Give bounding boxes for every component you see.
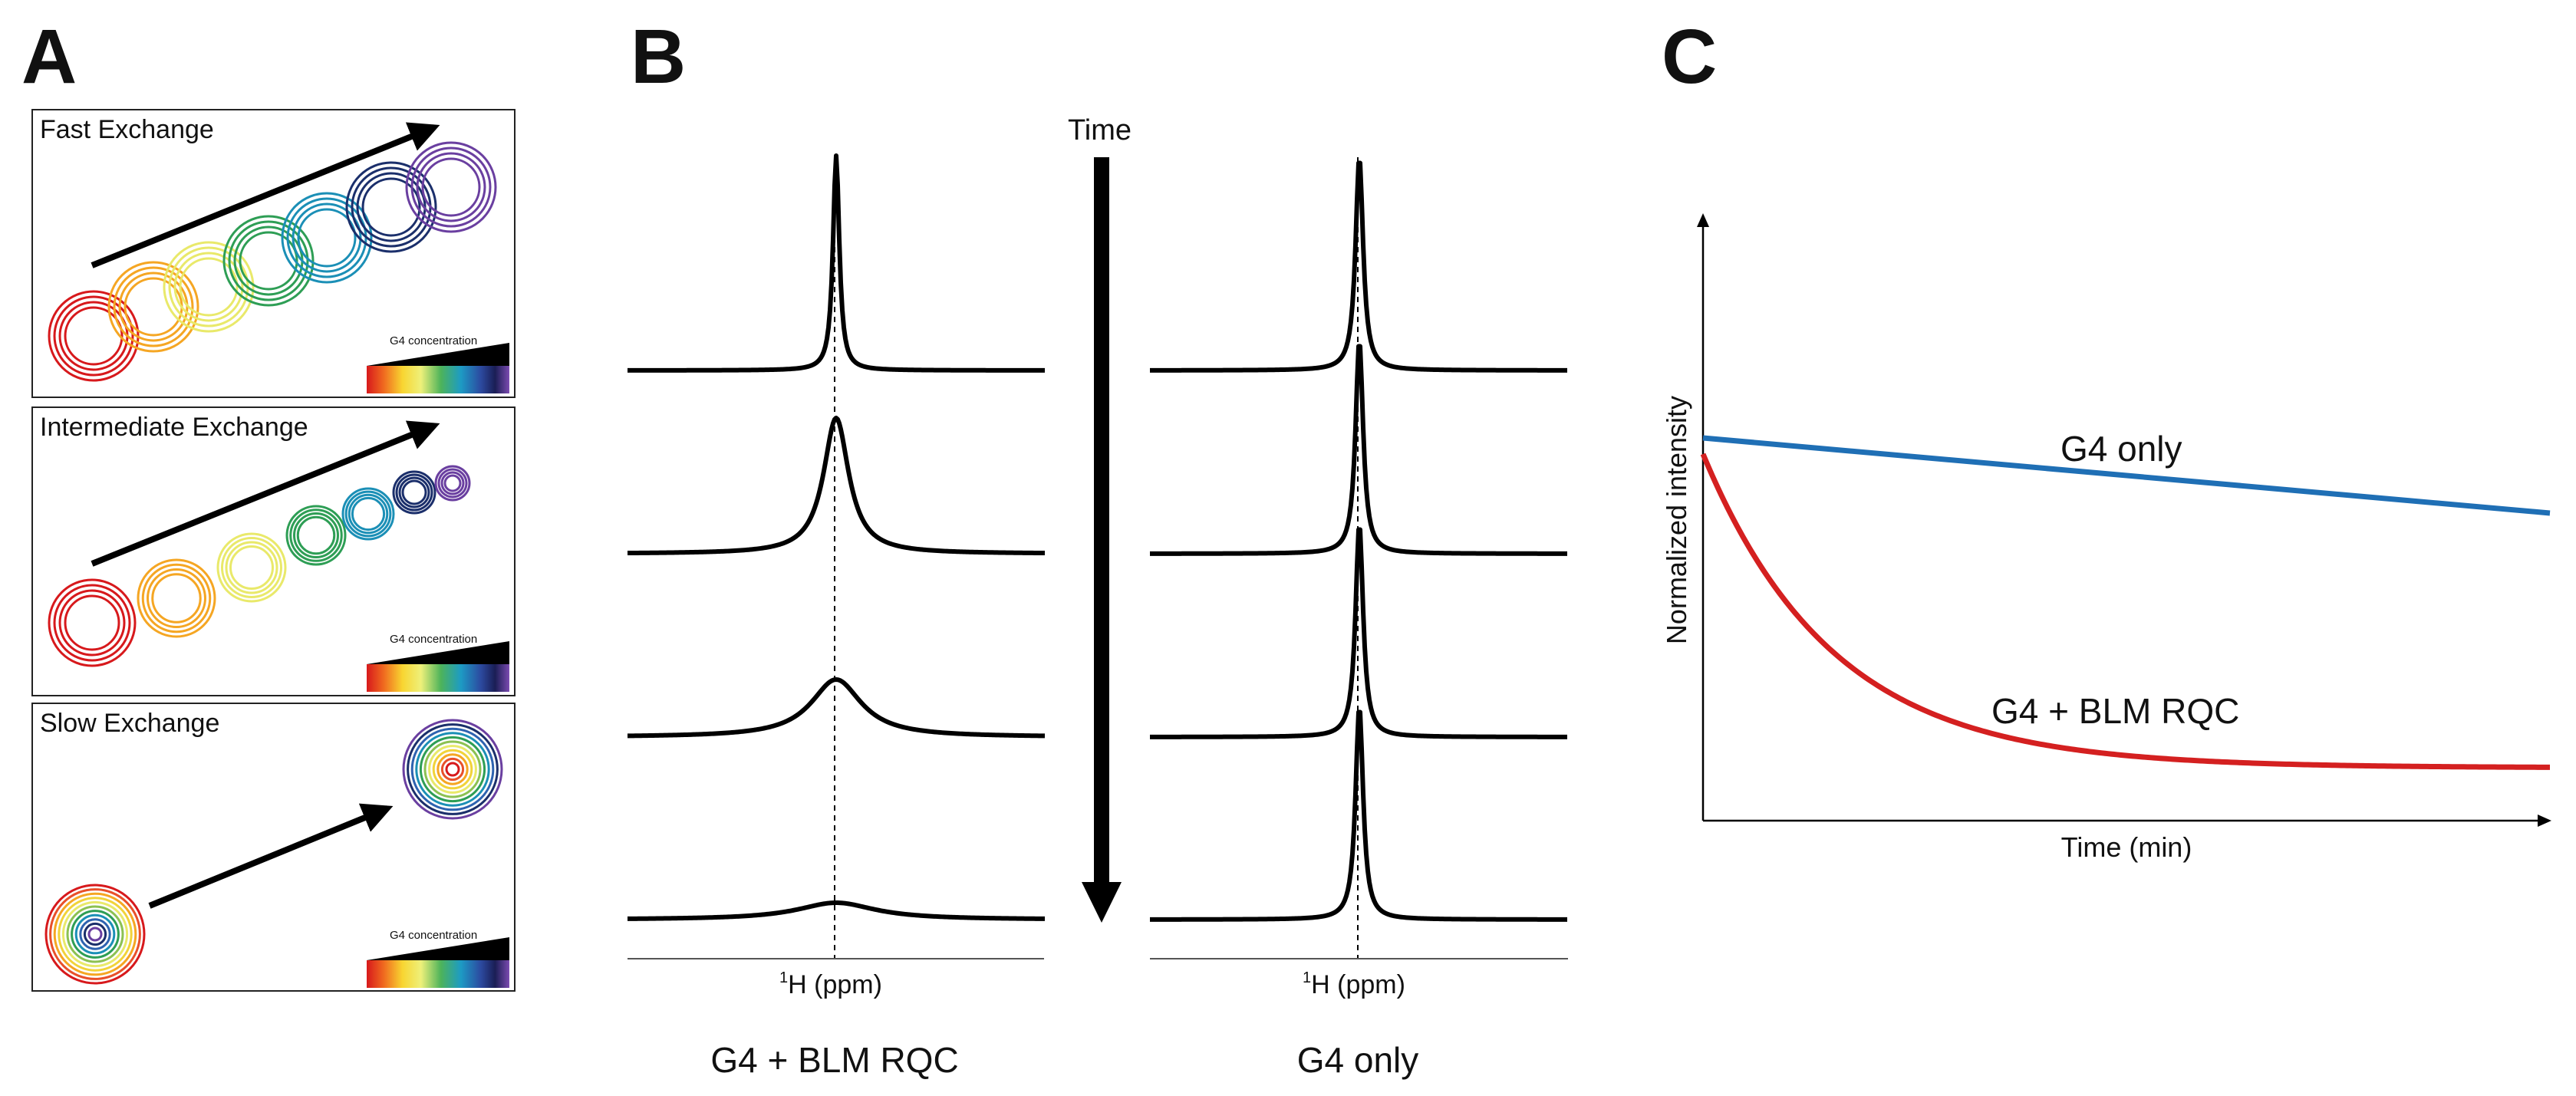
slow-peak-end: [402, 719, 503, 820]
panel-c-label: C: [1662, 14, 1717, 100]
intermediate-legend-colorbar: [367, 664, 509, 692]
fast-legend-wedge: [367, 343, 509, 366]
plot-axes: [1697, 213, 2551, 827]
series-line-g4-blm-rqc: [1700, 453, 2551, 770]
fast-peak-5: [345, 161, 437, 253]
left-spectra-title: G4 + BLM RQC: [710, 1040, 958, 1080]
intermediate-peak-4: [341, 487, 395, 541]
intermediate-peak-1: [137, 558, 216, 638]
intermediate-exchange-title: Intermediate Exchange: [40, 413, 308, 442]
x-axis-label: Time (min): [2061, 831, 2192, 863]
intermediate-peak-2: [216, 532, 287, 603]
intermediate-peak-3: [285, 505, 347, 566]
y-axis-label: Normalized intensity: [1661, 396, 1692, 644]
left-spectrum-1: [627, 416, 1046, 556]
left-spectra: [627, 153, 1046, 959]
fast-exchange-arrow: [91, 122, 440, 268]
time-label: Time: [1068, 114, 1132, 146]
left-spectrum-0: [627, 153, 1046, 373]
intermediate-exchange-box: Intermediate Exchange G4 concentration: [31, 406, 516, 696]
right-spectrum-2: [1149, 527, 1568, 739]
slow-legend-wedge: [367, 937, 509, 960]
slow-exchange-title: Slow Exchange: [40, 709, 219, 738]
slow-exchange-peaks: [44, 719, 503, 985]
right-spectrum-1: [1149, 344, 1568, 556]
fast-legend-label: G4 concentration: [390, 334, 477, 347]
panel-a-label: A: [21, 14, 77, 100]
fast-peak-2: [163, 241, 255, 333]
series-line-g4-only: [1702, 435, 2551, 516]
intermediate-peak-6: [434, 465, 471, 502]
right-spectrum-0: [1149, 160, 1568, 373]
slow-legend-colorbar: [367, 960, 509, 988]
intermediate-exchange-peaks: [48, 465, 471, 667]
left-axis-label: 1H (ppm): [779, 969, 882, 999]
left-spectrum-3: [627, 900, 1046, 921]
right-spectra: [1149, 157, 1568, 959]
slow-exchange-box: Slow Exchange G4 concentration: [31, 703, 516, 992]
right-spectra-title: G4 only: [1297, 1040, 1419, 1080]
fast-exchange-peaks: [48, 141, 497, 382]
time-arrow: [1082, 157, 1122, 923]
series-label-g4-only: G4 only: [2060, 429, 2182, 469]
fast-peak-6: [405, 141, 497, 233]
intermediate-exchange-arrow: [91, 420, 440, 567]
slow-peak-start: [44, 884, 146, 985]
intermediate-peak-0: [48, 578, 137, 667]
fast-legend-colorbar: [367, 366, 509, 393]
intermediate-legend-label: G4 concentration: [390, 633, 477, 646]
right-axis-label: 1H (ppm): [1303, 969, 1405, 999]
fast-exchange-box: Fast Exchange G4 concentration: [31, 109, 516, 398]
panel-b-label: B: [631, 14, 686, 100]
right-spectrum-3: [1149, 709, 1568, 922]
series-label-g4-blm-rqc: G4 + BLM RQC: [1991, 691, 2239, 731]
intermediate-legend-wedge: [367, 641, 509, 664]
slow-exchange-arrow: [148, 803, 394, 909]
left-spectrum-2: [627, 677, 1046, 739]
slow-legend-label: G4 concentration: [390, 929, 477, 942]
intermediate-peak-5: [392, 470, 436, 515]
fast-exchange-title: Fast Exchange: [40, 115, 214, 144]
